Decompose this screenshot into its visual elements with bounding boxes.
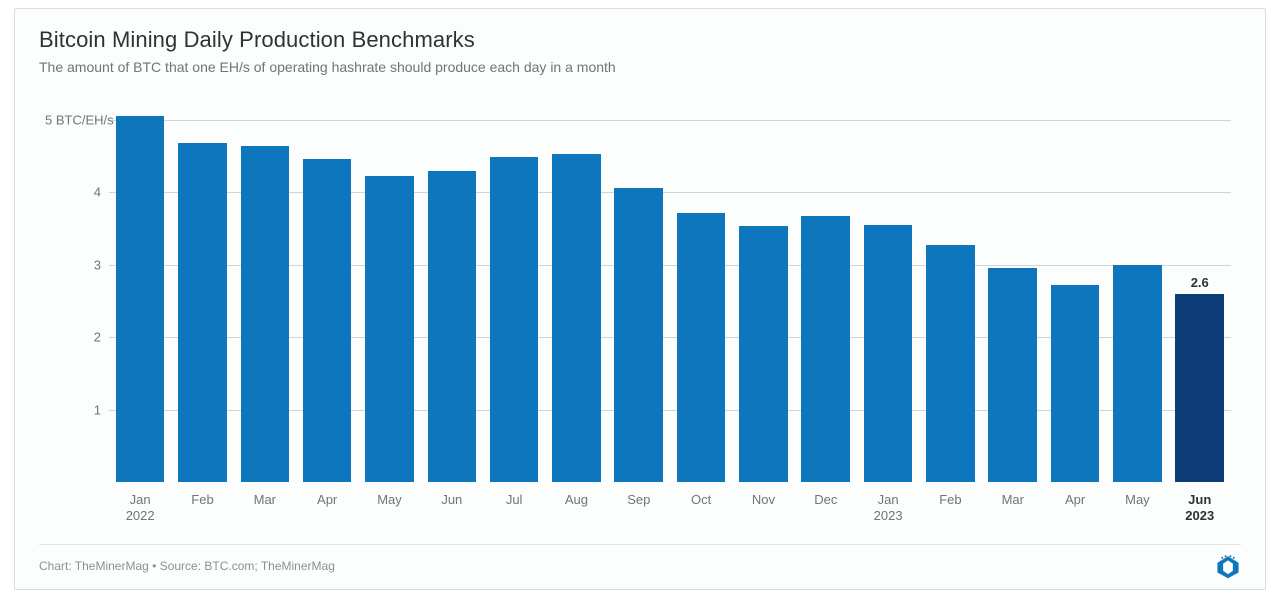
bar: [739, 226, 788, 482]
bar: [864, 225, 913, 482]
bar-slot: [857, 105, 919, 482]
bar-slot: 2.6: [1169, 105, 1231, 482]
chart-plot: 12345 BTC/EH/s2.6 Jan2022FebMarAprMayJun…: [39, 95, 1241, 538]
bar-value-label: 2.6: [1191, 275, 1209, 290]
x-axis-label: Apr: [1044, 492, 1106, 525]
bar: [801, 216, 850, 482]
x-axis-label: Aug: [545, 492, 607, 525]
bar: [926, 245, 975, 482]
bar-slot: [732, 105, 794, 482]
chart-footer: Chart: TheMinerMag • Source: BTC.com; Th…: [39, 544, 1241, 579]
bar-slot: [109, 105, 171, 482]
bar-slot: [358, 105, 420, 482]
bar: [428, 171, 477, 482]
chart-card: Bitcoin Mining Daily Production Benchmar…: [14, 8, 1266, 590]
plot-area: 12345 BTC/EH/s2.6: [109, 105, 1231, 482]
y-axis-label: 4: [45, 185, 101, 200]
bar: [988, 268, 1037, 482]
x-axis-label: May: [358, 492, 420, 525]
bars-container: 2.6: [109, 105, 1231, 482]
bar: [365, 176, 414, 482]
x-axis-label: Jan2022: [109, 492, 171, 525]
bar-slot: [670, 105, 732, 482]
x-axis-label: Oct: [670, 492, 732, 525]
x-axis-label: Feb: [919, 492, 981, 525]
brand-logo-icon: [1215, 553, 1241, 579]
chart-credit: Chart: TheMinerMag • Source: BTC.com; Th…: [39, 559, 335, 573]
bar-slot: [171, 105, 233, 482]
y-axis-label: 2: [45, 330, 101, 345]
bar-slot: [234, 105, 296, 482]
bar: [614, 188, 663, 482]
bar-slot: [421, 105, 483, 482]
bar-slot: [795, 105, 857, 482]
x-axis-label: Mar: [982, 492, 1044, 525]
bar: [677, 213, 726, 482]
bar-slot: [1044, 105, 1106, 482]
bar: [1175, 294, 1224, 483]
x-axis-label: Jun: [421, 492, 483, 525]
x-axis-label: Apr: [296, 492, 358, 525]
bar: [178, 143, 227, 482]
bar: [303, 159, 352, 482]
x-axis-year: 2022: [109, 508, 171, 524]
bar: [490, 157, 539, 482]
bar: [1051, 285, 1100, 482]
bar-slot: [982, 105, 1044, 482]
y-axis-label: 1: [45, 402, 101, 417]
bar: [1113, 265, 1162, 482]
x-axis-label: Mar: [234, 492, 296, 525]
y-axis-label: 3: [45, 257, 101, 272]
x-axis-label: May: [1106, 492, 1168, 525]
bar: [552, 154, 601, 482]
chart-title: Bitcoin Mining Daily Production Benchmar…: [39, 27, 1241, 53]
y-axis-label: 5 BTC/EH/s: [45, 112, 101, 127]
bar: [116, 116, 165, 482]
x-axis: Jan2022FebMarAprMayJunJulAugSepOctNovDec…: [109, 492, 1231, 525]
bar-slot: [296, 105, 358, 482]
bar-slot: [608, 105, 670, 482]
x-axis-label: Jan2023: [857, 492, 919, 525]
x-axis-label: Nov: [732, 492, 794, 525]
x-axis-label: Jun2023: [1169, 492, 1231, 525]
bar: [241, 146, 290, 482]
bar-slot: [1106, 105, 1168, 482]
bar-slot: [483, 105, 545, 482]
bar-slot: [545, 105, 607, 482]
x-axis-label: Feb: [171, 492, 233, 525]
chart-subtitle: The amount of BTC that one EH/s of opera…: [39, 59, 1241, 75]
x-axis-year: 2023: [857, 508, 919, 524]
bar-slot: [919, 105, 981, 482]
x-axis-label: Sep: [608, 492, 670, 525]
x-axis-year: 2023: [1169, 508, 1231, 524]
x-axis-label: Dec: [795, 492, 857, 525]
x-axis-label: Jul: [483, 492, 545, 525]
